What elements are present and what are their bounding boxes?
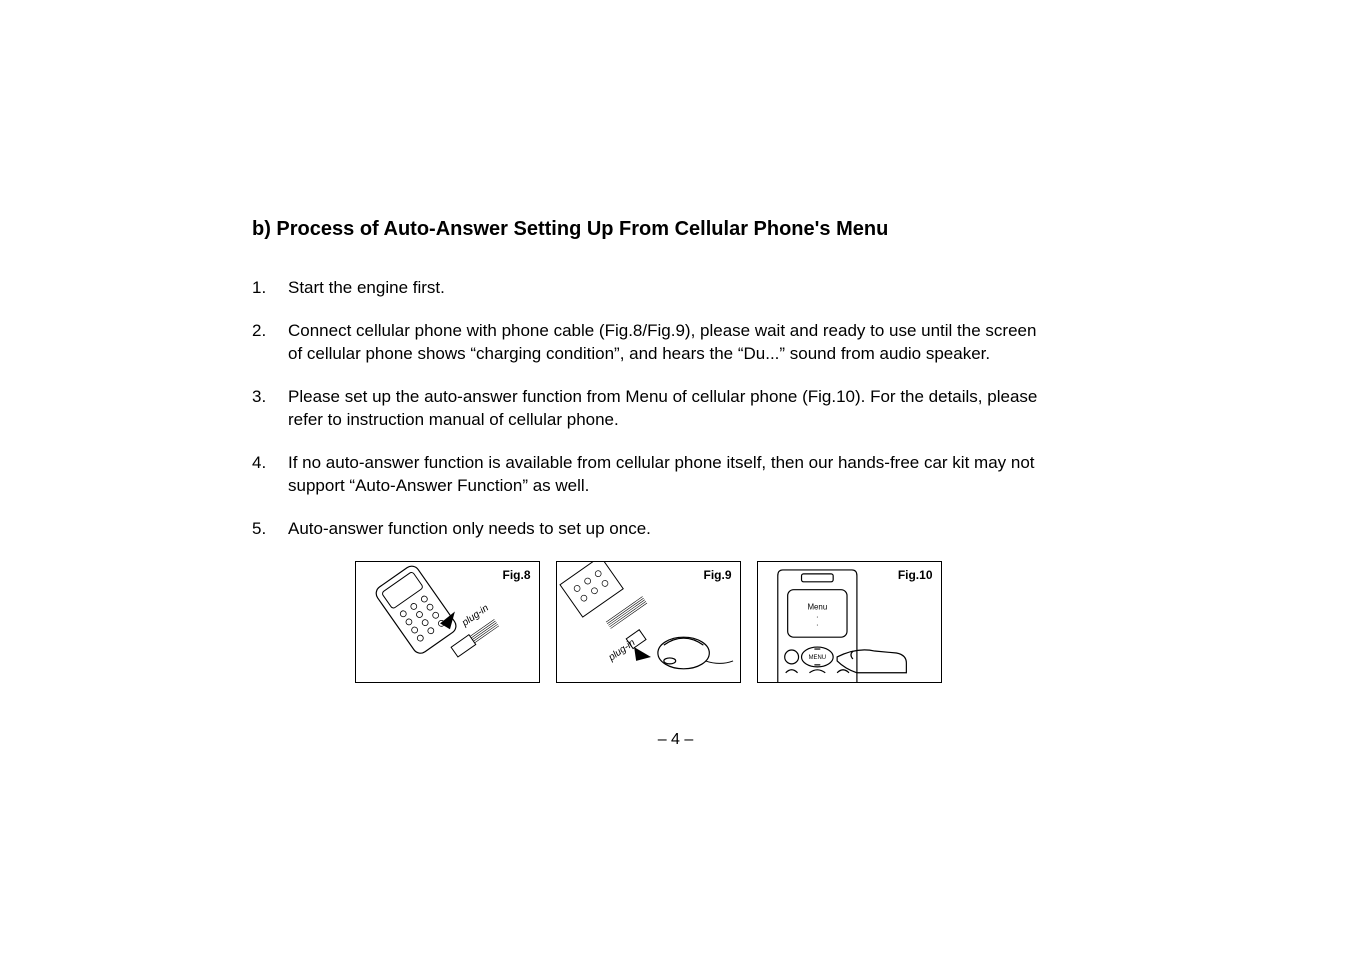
list-number: 2. xyxy=(252,320,288,343)
list-number: 3. xyxy=(252,386,288,409)
plugin-text: plug-in xyxy=(459,602,491,629)
list-number: 5. xyxy=(252,518,288,541)
figure-9-illustration: plug-in xyxy=(557,562,740,683)
list-text: Start the engine first. xyxy=(288,277,1044,300)
list-item: 2. Connect cellular phone with phone cab… xyxy=(252,320,1044,366)
figure-8-box: Fig.8 xyxy=(355,561,540,683)
figure-9-box: Fig.9 xyxy=(556,561,741,683)
page-number: – 4 – xyxy=(0,731,1351,749)
list-number: 4. xyxy=(252,452,288,475)
phone-screen-menu-text: Menu xyxy=(807,602,827,611)
arrow-icon xyxy=(634,647,651,661)
figure-10-box: Fig.10 xyxy=(757,561,942,683)
phone-menu-button-text: MENU xyxy=(808,654,825,660)
figures-row: Fig.8 xyxy=(252,561,1044,683)
phone-screen-dots: · xyxy=(816,620,819,629)
figure-10-illustration: Menu · · MENU xyxy=(758,562,941,683)
document-page: b) Process of Auto-Answer Setting Up Fro… xyxy=(0,0,1351,954)
list-item: 5. Auto-answer function only needs to se… xyxy=(252,518,1044,541)
list-item: 1. Start the engine first. xyxy=(252,277,1044,300)
list-text: Connect cellular phone with phone cable … xyxy=(288,320,1044,366)
list-item: 3. Please set up the auto-answer functio… xyxy=(252,386,1044,432)
list-text: Please set up the auto-answer function f… xyxy=(288,386,1044,432)
list-number: 1. xyxy=(252,277,288,300)
steps-list: 1. Start the engine first. 2. Connect ce… xyxy=(252,277,1044,541)
section-heading: b) Process of Auto-Answer Setting Up Fro… xyxy=(252,218,1044,241)
list-item: 4. If no auto-answer function is availab… xyxy=(252,452,1044,498)
plugin-text: plug-in xyxy=(605,637,637,664)
list-text: Auto-answer function only needs to set u… xyxy=(288,518,1044,541)
list-text: If no auto-answer function is available … xyxy=(288,452,1044,498)
figure-8-illustration: plug-in xyxy=(356,562,539,683)
